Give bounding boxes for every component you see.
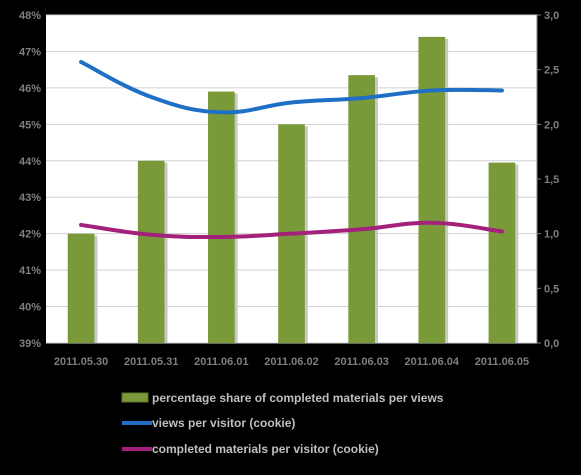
- legend-swatch-bar: [122, 393, 148, 402]
- legend-label: views per visitor (cookie): [152, 416, 295, 430]
- left-tick-label: 42%: [19, 229, 41, 241]
- legend-label: percentage share of completed materials …: [152, 391, 444, 405]
- right-tick-label: 1,5: [544, 174, 559, 186]
- legend-label: completed materials per visitor (cookie): [152, 442, 379, 456]
- left-tick-label: 48%: [19, 10, 41, 22]
- right-tick-label: 2,0: [544, 119, 559, 131]
- bar-2011.06.04: [418, 37, 445, 343]
- bar-2011.06.01: [208, 92, 235, 343]
- left-tick-label: 44%: [19, 156, 41, 168]
- left-tick-label: 39%: [19, 338, 41, 350]
- left-tick-label: 43%: [19, 192, 41, 204]
- x-tick-label: 2011.06.02: [264, 356, 318, 368]
- right-tick-label: 3,0: [544, 10, 559, 22]
- right-tick-label: 0,5: [544, 283, 559, 295]
- x-tick-label: 2011.05.30: [54, 356, 108, 368]
- right-tick-label: 1,0: [544, 229, 559, 241]
- left-tick-label: 47%: [19, 46, 41, 58]
- x-tick-label: 2011.06.03: [334, 356, 388, 368]
- left-tick-label: 41%: [19, 265, 41, 277]
- left-tick-label: 40%: [19, 302, 41, 314]
- bar-2011.05.31: [138, 161, 165, 343]
- x-tick-label: 2011.06.04: [405, 356, 460, 368]
- right-tick-label: 0,0: [544, 338, 559, 350]
- left-tick-label: 46%: [19, 83, 41, 95]
- left-tick-label: 45%: [19, 119, 41, 131]
- bar-2011.05.30: [68, 234, 95, 343]
- bar-2011.06.03: [348, 75, 375, 343]
- x-tick-label: 2011.06.01: [194, 356, 248, 368]
- bar-2011.06.05: [489, 163, 516, 343]
- right-tick-label: 2,5: [544, 65, 559, 77]
- x-axis: 2011.05.30 2011.05.31 2011.06.01 2011.06.02…: [54, 356, 529, 368]
- x-tick-label: 2011.05.31: [124, 356, 178, 368]
- x-tick-label: 2011.06.05: [475, 356, 529, 368]
